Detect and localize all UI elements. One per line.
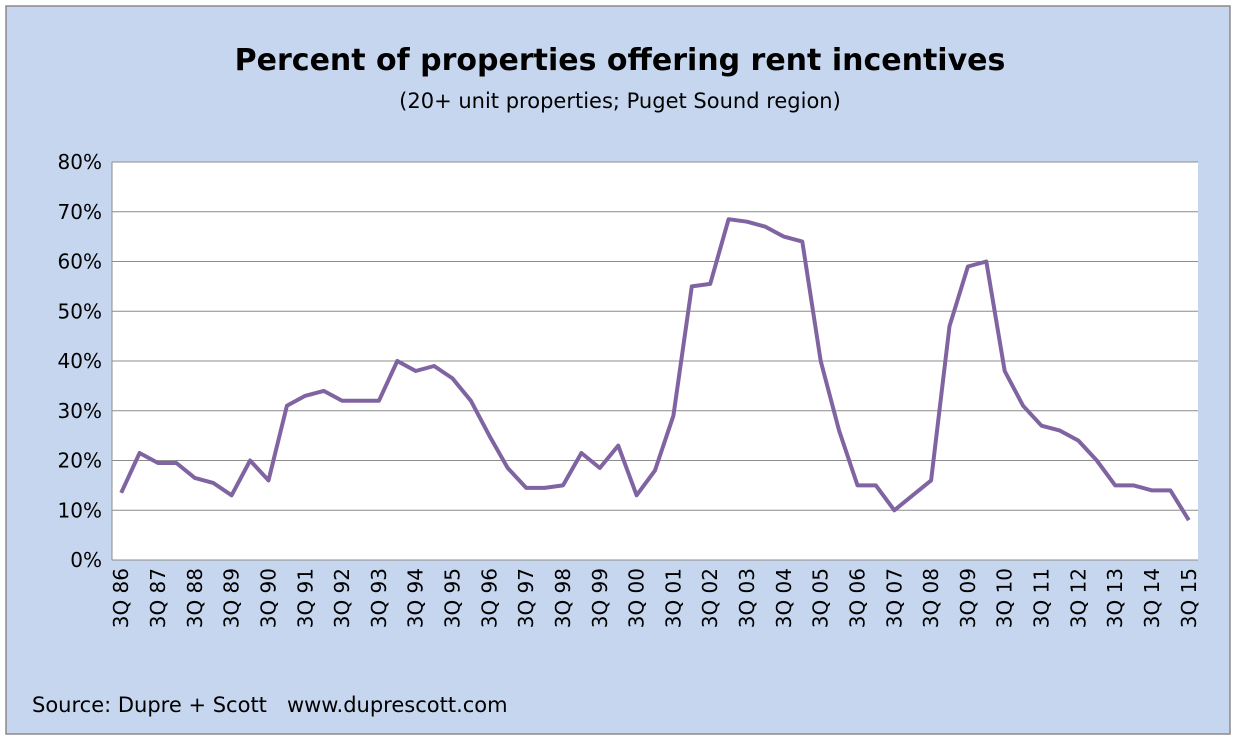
y-tick-label: 10% <box>58 498 102 522</box>
chart-subtitle: (20+ unit properties; Puget Sound region… <box>399 89 841 113</box>
x-tick-label: 3Q 10 <box>993 568 1017 628</box>
x-tick-label: 3Q 00 <box>625 568 649 628</box>
x-tick-label: 3Q 90 <box>256 568 280 628</box>
x-tick-label: 3Q 01 <box>661 568 685 628</box>
x-tick-label: 3Q 88 <box>183 568 207 628</box>
y-tick-label: 0% <box>70 548 102 572</box>
x-tick-label: 3Q 98 <box>551 568 575 628</box>
x-tick-label: 3Q 03 <box>735 568 759 628</box>
y-tick-label: 20% <box>58 449 102 473</box>
y-tick-label: 40% <box>58 349 102 373</box>
x-tick-label: 3Q 02 <box>698 568 722 628</box>
x-tick-label: 3Q 95 <box>441 568 465 628</box>
x-tick-label: 3Q 87 <box>146 568 170 628</box>
y-tick-label: 30% <box>58 399 102 423</box>
y-tick-label: 50% <box>58 299 102 323</box>
x-tick-label: 3Q 99 <box>588 568 612 628</box>
x-tick-label: 3Q 96 <box>477 568 501 628</box>
x-tick-label: 3Q 11 <box>1030 568 1054 628</box>
x-tick-label: 3Q 91 <box>293 568 317 628</box>
x-tick-label: 3Q 13 <box>1103 568 1127 628</box>
y-tick-label: 60% <box>58 250 102 274</box>
x-tick-label: 3Q 94 <box>404 568 428 628</box>
x-tick-label: 3Q 86 <box>109 568 133 628</box>
x-tick-label: 3Q 04 <box>772 568 796 628</box>
x-tick-label: 3Q 08 <box>919 568 943 628</box>
y-tick-label: 80% <box>58 150 102 174</box>
x-tick-label: 3Q 09 <box>956 568 980 628</box>
x-tick-label: 3Q 07 <box>882 568 906 628</box>
x-tick-label: 3Q 93 <box>367 568 391 628</box>
chart-title: Percent of properties offering rent ince… <box>235 43 1006 78</box>
x-tick-label: 3Q 92 <box>330 568 354 628</box>
x-tick-label: 3Q 06 <box>845 568 869 628</box>
x-tick-label: 3Q 89 <box>220 568 244 628</box>
data-line <box>119 217 1191 522</box>
x-tick-label: 3Q 14 <box>1140 568 1164 628</box>
y-tick-label: 70% <box>58 200 102 224</box>
x-tick-label: 3Q 15 <box>1177 568 1201 628</box>
source-note: Source: Dupre + Scott www.duprescott.com <box>32 693 508 717</box>
x-tick-label: 3Q 05 <box>809 568 833 628</box>
x-tick-label: 3Q 12 <box>1066 568 1090 628</box>
x-tick-label: 3Q 97 <box>514 568 538 628</box>
